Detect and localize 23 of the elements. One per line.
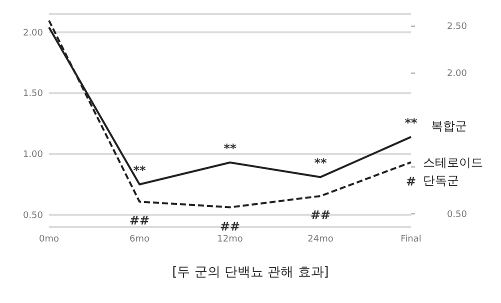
x-tick-label: 6mo xyxy=(130,234,150,244)
x-tick-label: 12mo xyxy=(217,234,244,244)
y2-tick-label: 0.50 xyxy=(446,210,468,220)
data-label: ** xyxy=(224,141,237,156)
data-label: ## xyxy=(310,208,331,222)
data-label: ## xyxy=(129,214,150,228)
data-label: ## xyxy=(220,219,240,234)
y-tick-label: 0.50 xyxy=(22,210,44,221)
x-tick-label: 24mo xyxy=(308,234,334,244)
y-tick-label: 1.50 xyxy=(22,89,44,100)
y2-tick-label: 2.00 xyxy=(446,69,468,80)
y-tick-label: 1.00 xyxy=(22,150,44,160)
y2-tick-label: 2.50 xyxy=(446,22,468,32)
x-tick-label: Final xyxy=(400,234,422,244)
series-label: 스테로이드 단독군 xyxy=(423,155,483,188)
text: [두 군의 단백뇨 관해 효과] xyxy=(171,264,330,281)
data-label: ** xyxy=(133,163,146,178)
x-tick-label: 0mo xyxy=(39,234,60,244)
data-label: ** xyxy=(314,156,328,170)
y-tick-label: 2.00 xyxy=(22,28,44,38)
series-label: 복합군 xyxy=(431,118,467,133)
data-label: # xyxy=(406,174,416,188)
data-label: ** xyxy=(404,116,418,130)
